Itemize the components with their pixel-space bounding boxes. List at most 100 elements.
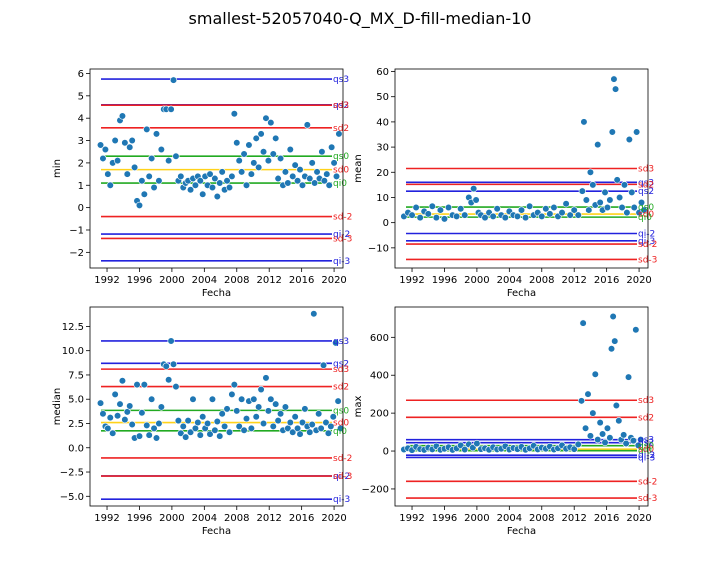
data-point	[320, 177, 328, 185]
y-tick-label: 400	[370, 371, 389, 382]
data-point	[208, 395, 217, 403]
data-point	[267, 119, 275, 127]
data-point	[596, 419, 604, 427]
y-tick-label: 50	[376, 92, 389, 103]
data-point	[521, 214, 530, 222]
y-tick-label: 40	[376, 117, 389, 128]
y-tick-label: 600	[370, 333, 389, 344]
data-point	[240, 150, 248, 158]
data-point	[106, 414, 114, 422]
x-tick-label: 2016	[594, 275, 619, 286]
data-point	[118, 112, 127, 120]
x-tick-label: 1992	[94, 513, 119, 524]
data-point	[582, 196, 590, 204]
data-point	[135, 201, 144, 209]
data-point	[203, 419, 212, 428]
data-point	[101, 145, 110, 154]
data-point	[311, 179, 319, 187]
data-point	[609, 312, 617, 321]
data-point	[157, 145, 165, 154]
data-point	[223, 405, 231, 413]
data-point	[284, 179, 292, 187]
data-point	[289, 172, 297, 180]
data-point	[630, 203, 638, 212]
data-point	[313, 168, 321, 176]
data-point	[104, 424, 112, 432]
ref-label-qi0: qi0	[638, 447, 652, 457]
data-point	[182, 433, 190, 441]
data-point	[135, 432, 144, 440]
data-point	[570, 206, 578, 214]
data-point	[206, 170, 214, 178]
data-point	[172, 152, 180, 160]
ref-label-qs2: qs2	[638, 187, 654, 197]
y-tick-label: 10.0	[62, 346, 84, 357]
data-point	[416, 214, 424, 222]
data-point	[96, 399, 105, 407]
data-point	[601, 188, 609, 197]
data-point	[111, 136, 119, 145]
data-point	[238, 395, 246, 403]
data-point	[218, 410, 226, 418]
data-point	[323, 170, 331, 178]
data-point	[276, 154, 285, 163]
ref-label-qi-3: qi-3	[333, 257, 350, 267]
data-point	[233, 139, 241, 147]
data-point	[325, 181, 333, 189]
ref-label-qs2: qs2	[333, 101, 349, 111]
data-point	[620, 431, 628, 439]
data-point	[138, 409, 146, 417]
data-point	[616, 193, 624, 202]
data-point	[133, 381, 141, 389]
data-point	[526, 202, 534, 210]
data-point	[189, 395, 197, 403]
data-point	[596, 198, 604, 207]
y-tick-label: 0	[78, 203, 84, 214]
data-point	[308, 159, 316, 167]
y-tick-label: 0	[383, 218, 389, 229]
ref-label-qs3: qs3	[638, 436, 654, 446]
data-point	[578, 187, 586, 195]
data-point	[247, 170, 255, 178]
y-tick-label: 5.0	[68, 395, 84, 406]
y-tick-label: 0	[383, 447, 389, 458]
data-point	[150, 424, 158, 432]
x-tick-label: 2020	[626, 513, 651, 524]
data-point	[566, 211, 574, 219]
data-point	[493, 205, 501, 213]
data-point	[106, 181, 114, 189]
data-point	[143, 125, 151, 133]
data-point	[632, 326, 640, 334]
data-point	[269, 150, 277, 158]
plot-frame	[89, 68, 344, 269]
data-point	[577, 397, 586, 405]
data-point	[613, 176, 621, 184]
data-point	[206, 430, 214, 438]
ref-label-qi-2: qi-2	[333, 472, 350, 482]
x-tick-label: 2000	[464, 275, 489, 286]
y-tick-label: −200	[362, 484, 389, 495]
ref-label-qs0: qs0	[333, 152, 349, 162]
data-point	[126, 143, 134, 151]
data-point	[623, 208, 631, 217]
x-tick-label: 2008	[529, 513, 554, 524]
subplot-mean: sd3qs3sd2qs2qs0sd0qi0qi-2qi-3sd-2sd-3199…	[353, 67, 657, 299]
x-tick-label: 1992	[399, 513, 424, 524]
y-tick-label: 10	[376, 193, 389, 204]
ref-label-qs3: qs3	[333, 337, 349, 347]
data-point	[218, 168, 226, 176]
y-tick-label: −2.5	[60, 468, 84, 479]
data-point	[408, 211, 416, 219]
data-point	[598, 430, 607, 438]
x-tick-label: 2008	[529, 275, 554, 286]
data-point	[586, 168, 595, 176]
data-point	[177, 172, 185, 180]
ref-label-qi0: qi0	[638, 213, 652, 223]
ref-label-sd0: sd0	[638, 445, 654, 455]
data-point	[453, 212, 461, 220]
data-point	[242, 415, 251, 423]
data-point	[118, 377, 127, 385]
data-point	[272, 400, 280, 408]
data-point	[113, 412, 122, 420]
